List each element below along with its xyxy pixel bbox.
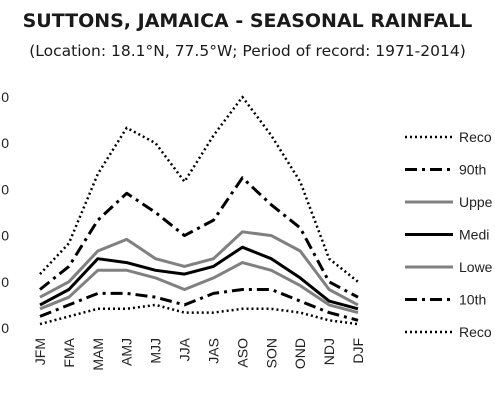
x-tick-label: JFM bbox=[32, 338, 48, 365]
legend-label: Reco bbox=[459, 324, 492, 340]
legend-label: Reco bbox=[459, 129, 492, 145]
x-axis-tick-labels: JFM FMA MAM AMJ MJJ JJA JAS ASO SON OND NDJ DJF bbox=[32, 337, 366, 370]
y-tick-label: 0 bbox=[1, 274, 9, 290]
x-tick-label: OND bbox=[292, 338, 308, 369]
series-line-5 bbox=[39, 261, 359, 315]
x-tick-label: DJF bbox=[350, 338, 366, 364]
x-tick-label: MJJ bbox=[148, 338, 164, 364]
x-tick-label: JAS bbox=[205, 338, 221, 364]
y-tick-label: 0 bbox=[1, 228, 9, 244]
y-tick-label: 0 bbox=[1, 89, 9, 105]
series-lines bbox=[39, 95, 359, 326]
legend-label: Medi bbox=[459, 227, 489, 243]
x-tick-label: AMJ bbox=[119, 338, 135, 366]
series-line-6 bbox=[39, 288, 359, 322]
chart-subtitle: (Location: 18.1°N, 77.5°W; Period of rec… bbox=[29, 42, 466, 60]
x-tick-label: SON bbox=[263, 338, 279, 368]
x-tick-label: NDJ bbox=[321, 338, 337, 365]
y-tick-label: 0 bbox=[1, 181, 9, 197]
series-line-4 bbox=[39, 245, 359, 311]
x-tick-label: FMA bbox=[61, 337, 77, 367]
legend-label: 90th bbox=[459, 162, 486, 178]
x-tick-label: MAM bbox=[90, 338, 106, 371]
series-line-2 bbox=[39, 176, 359, 299]
legend-label: Lowe bbox=[459, 259, 493, 275]
x-tick-label: ASO bbox=[234, 338, 250, 368]
chart-title: SUTTONS, JAMAICA - SEASONAL RAINFALL bbox=[22, 10, 473, 32]
legend-label: Uppe bbox=[459, 194, 493, 210]
legend-label: 10th bbox=[459, 292, 486, 308]
series-line-3 bbox=[39, 230, 359, 307]
legend: Reco 90th Uppe Medi Lowe 10th Reco bbox=[405, 129, 493, 340]
series-line-7 bbox=[39, 303, 359, 326]
y-tick-label: 0 bbox=[1, 135, 9, 151]
y-axis-tick-labels: 0 0 0 0 0 0 bbox=[1, 89, 9, 336]
series-line-1 bbox=[39, 95, 359, 283]
x-tick-label: JJA bbox=[177, 337, 193, 361]
y-tick-label: 0 bbox=[1, 320, 9, 336]
